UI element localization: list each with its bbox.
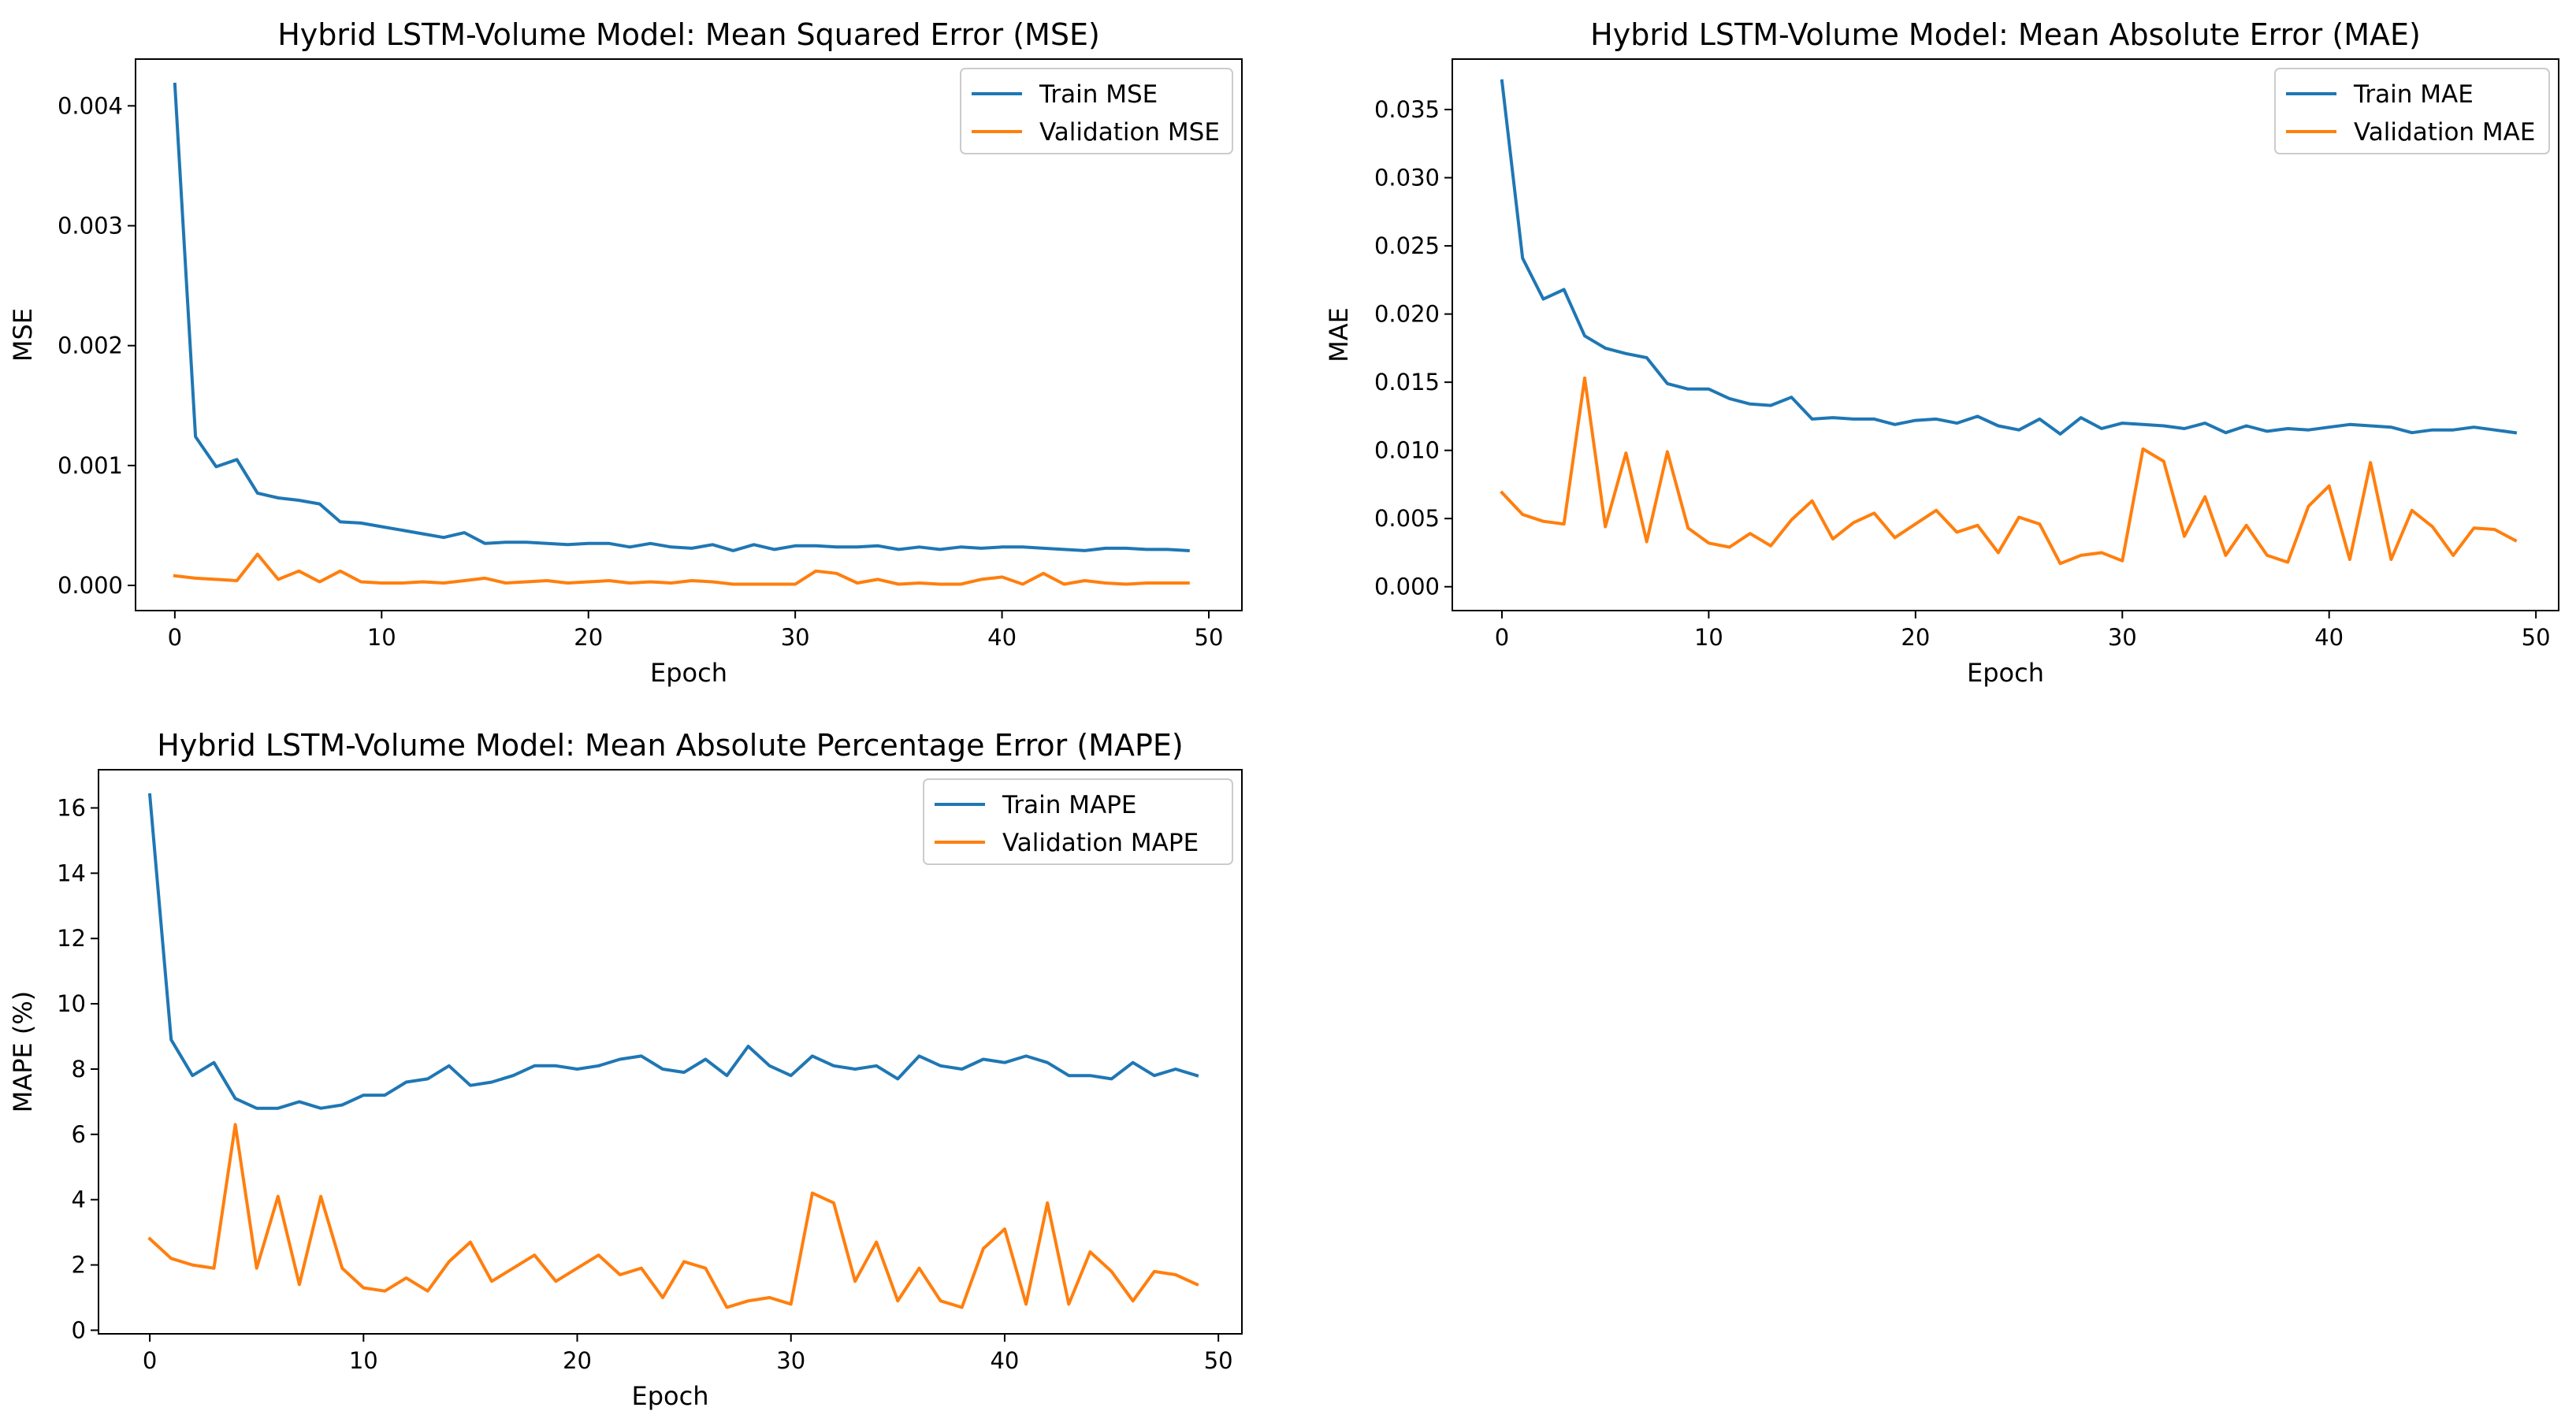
x-axis-label: Epoch [1967,658,2044,688]
series-line-train [173,82,1190,553]
legend-label-validation: Validation MSE [1039,118,1220,147]
mape-chart: 0 10 20 30 40 50 0 2 4 6 8 10 12 14 16 Hybrid LSTM-Volu… [8,728,1243,1411]
x-axis-label: Epoch [632,1381,709,1411]
y-tick-label: 0.020 [1374,301,1440,328]
legend-label-validation: Validation MAPE [1002,829,1199,857]
y-tick-label: 0.004 [58,92,123,119]
legend-label-validation: Validation MAE [2354,118,2535,147]
y-tick-label: 0.000 [58,572,123,599]
y-tick-label: 0 [72,1316,86,1343]
y-axis-label: MAPE (%) [8,991,38,1113]
legend: Train MAPE Validation MAPE [923,778,1233,865]
x-tick-label: 20 [1901,624,1930,651]
x-tick-label: 40 [2314,624,2344,651]
series-line-train [1500,79,2518,436]
x-tick-label: 30 [2108,624,2137,651]
y-tick-label: 0.005 [1374,505,1440,532]
x-axis-label: Epoch [650,658,727,688]
chart-title: Hybrid LSTM-Volume Model: Mean Absolute … [157,728,1183,763]
x-tick-label: 20 [563,1347,592,1374]
x-tick-label: 30 [776,1347,805,1374]
y-tick-label: 12 [57,925,86,952]
y-tick-label: 0.001 [58,452,123,479]
y-tick-label: 0.000 [1374,574,1440,600]
x-tick-label: 10 [367,624,396,651]
y-tick-label: 0.025 [1374,232,1440,259]
series-line-validation [147,1123,1199,1309]
plot-frame [1452,58,2559,611]
plot-frame [135,58,1243,611]
legend-label-train: Train MAE [2353,80,2474,109]
legend-box [960,68,1233,154]
x-tick-label: 0 [143,1347,157,1374]
series-line-train [147,793,1199,1110]
y-tick-label: 0.010 [1374,437,1440,464]
x-tick-label: 50 [1204,1347,1233,1374]
mse-chart: 0 10 20 30 40 50 0.000 0.001 0.002 0.003 0.004 Hybr… [8,17,1243,688]
y-tick-label: 0.030 [1374,165,1440,191]
x-tick-label: 30 [781,624,810,651]
legend: Train MAE Validation MAE [2274,68,2550,154]
y-tick-label: 0.002 [58,332,123,359]
chart-title: Hybrid LSTM-Volume Model: Mean Squared E… [277,17,1100,52]
x-tick-label: 50 [2522,624,2551,651]
legend: Train MSE Validation MSE [960,68,1233,154]
x-tick-label: 0 [168,624,182,651]
mae-chart: 0 10 20 30 40 50 0.000 0.005 0.010 0.015 0.020 0.02… [1324,17,2559,688]
y-tick-label: 14 [57,860,86,886]
chart-title: Hybrid LSTM-Volume Model: Mean Absolute … [1590,17,2421,52]
series-line-validation [1500,376,2518,566]
y-tick-label: 6 [72,1121,86,1148]
y-tick-label: 16 [57,794,86,821]
y-tick-label: 8 [72,1056,86,1082]
legend-box [923,778,1233,865]
x-tick-label: 20 [574,624,603,651]
y-axis-label: MSE [8,308,38,362]
plot-frame [98,769,1243,1335]
x-tick-label: 40 [990,1347,1019,1374]
x-tick-label: 40 [987,624,1017,651]
legend-label-train: Train MSE [1039,80,1158,109]
x-tick-label: 10 [1694,624,1723,651]
y-tick-label: 2 [72,1252,86,1279]
series-line-validation [173,552,1190,586]
x-tick-label: 10 [349,1347,378,1374]
y-axis-label: MAE [1324,307,1354,362]
y-tick-label: 4 [72,1186,86,1213]
x-tick-label: 50 [1195,624,1224,651]
x-tick-label: 0 [1495,624,1509,651]
y-tick-label: 10 [57,990,86,1017]
y-tick-label: 0.003 [58,213,123,240]
y-tick-label: 0.035 [1374,96,1440,123]
y-tick-label: 0.015 [1374,369,1440,395]
legend-label-train: Train MAPE [1002,791,1136,819]
legend-box [2274,68,2550,154]
